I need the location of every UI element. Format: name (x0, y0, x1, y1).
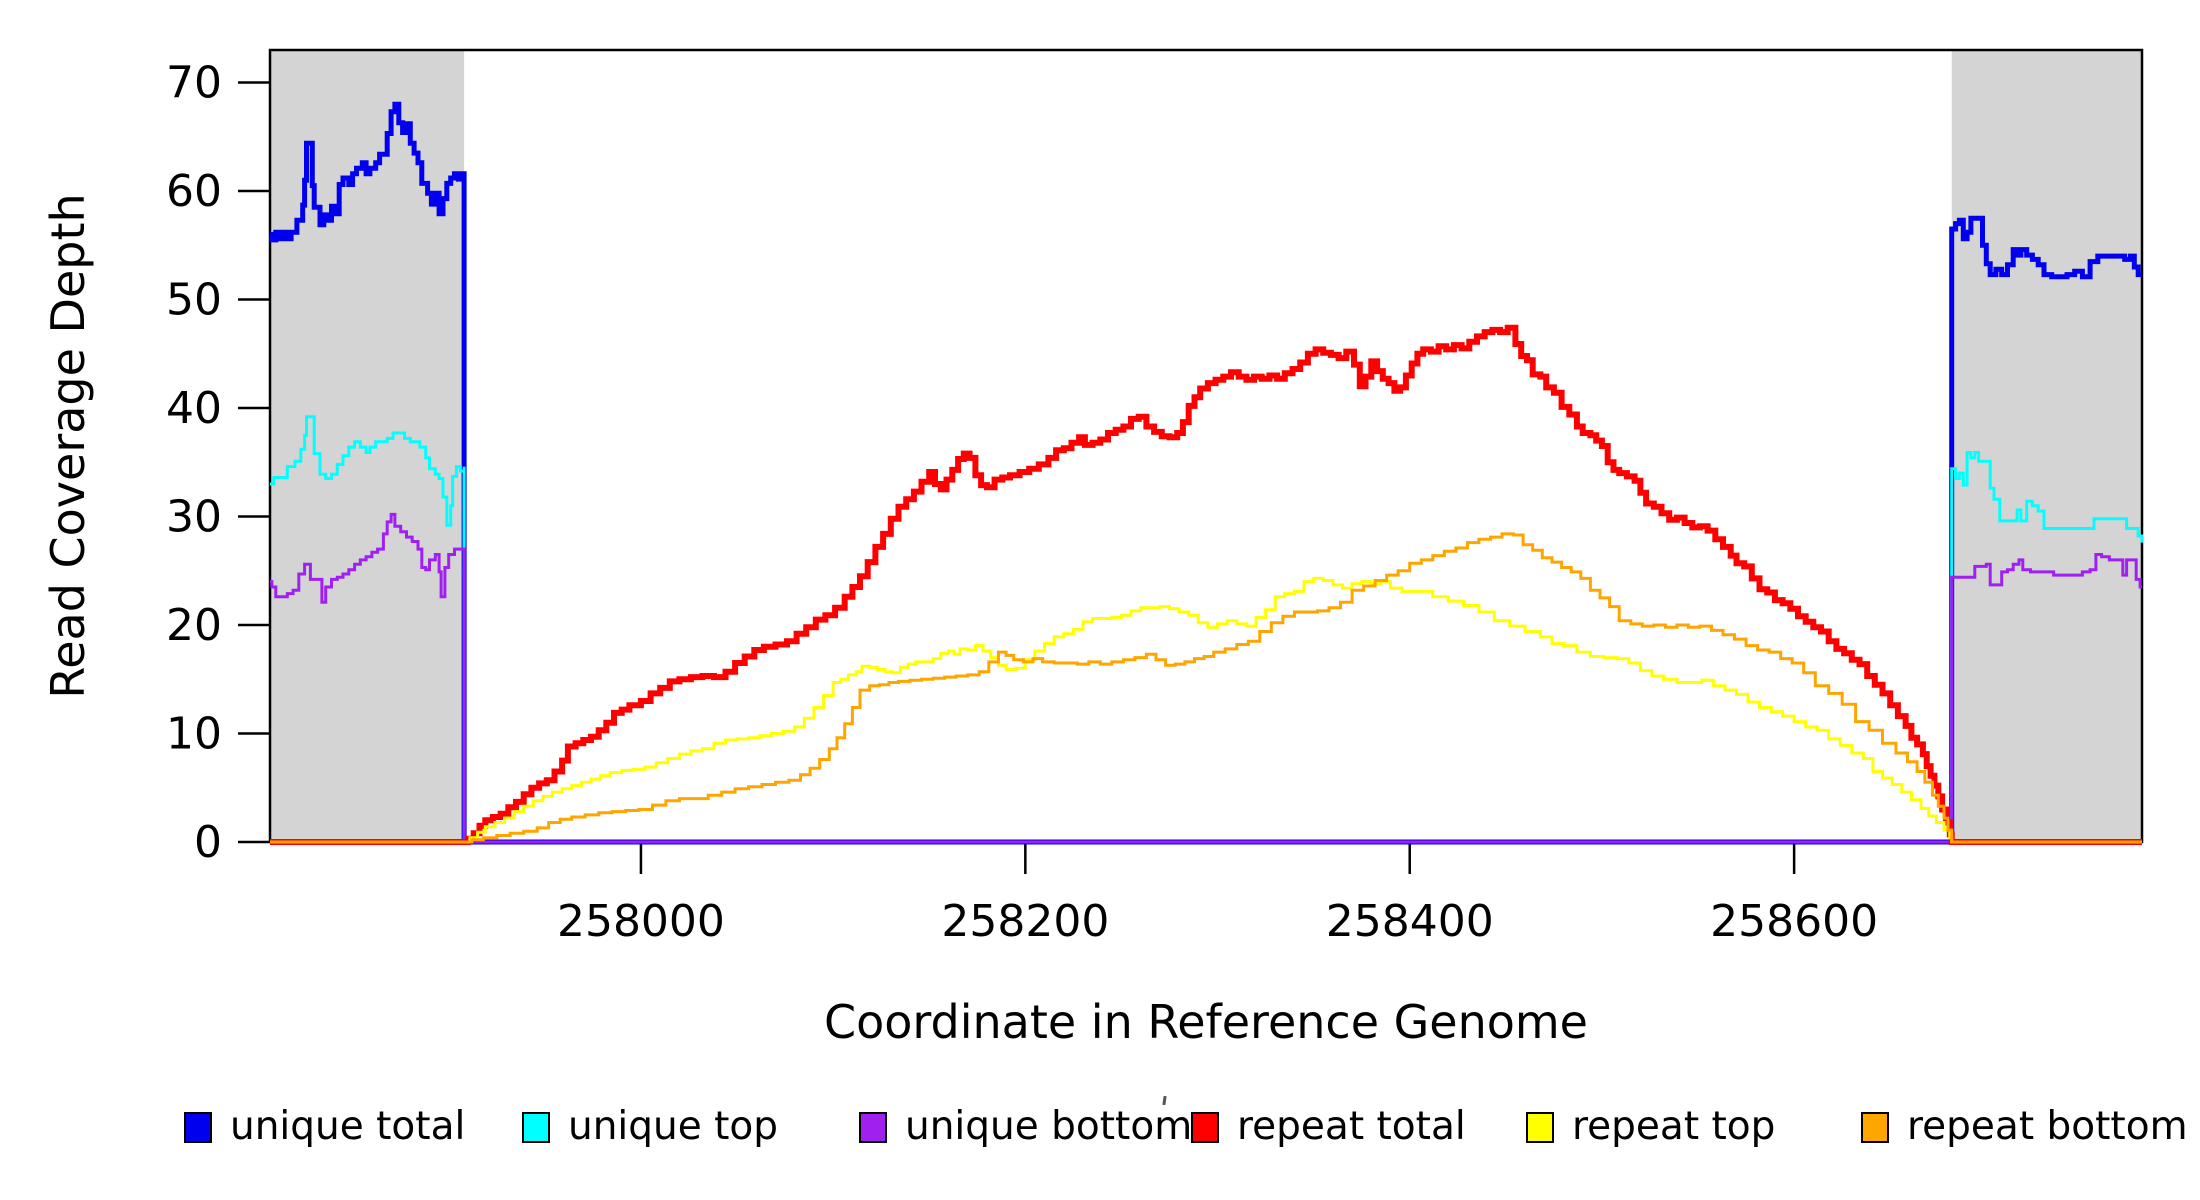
legend-item-unique-total: unique total (184, 1104, 466, 1149)
legend-label: unique total (230, 1104, 466, 1149)
legend-label: repeat total (1237, 1104, 1466, 1149)
y-tick-label: 50 (166, 275, 222, 326)
x-tick-label: 258400 (1326, 896, 1494, 947)
y-tick-label: 30 (166, 492, 222, 543)
legend-item-repeat-bottom: repeat bottom (1861, 1104, 2188, 1149)
legend-label: repeat top (1572, 1104, 1776, 1149)
series-unique-bottom (270, 512, 2142, 844)
x-tick-label: 258000 (557, 896, 725, 947)
legend-item-unique-bottom: unique bottom (859, 1104, 1193, 1149)
series-unique-top (270, 415, 2144, 844)
y-tick-label: 20 (166, 600, 222, 651)
legend-swatch-unique-bottom (859, 1111, 887, 1143)
legend-item-repeat-top: repeat top (1526, 1104, 1776, 1149)
series-repeat-bottom (270, 532, 2142, 844)
legend-swatch-repeat-bottom (1861, 1111, 1889, 1143)
series-repeat-total (270, 324, 2142, 845)
legend-swatch-unique-top (522, 1111, 550, 1143)
y-axis-title: Read Coverage Depth (41, 193, 95, 699)
legend-swatch-repeat-top (1526, 1111, 1554, 1143)
series-repeat-top (270, 576, 2142, 844)
series-unique-total (269, 101, 2142, 845)
y-tick-label: 0 (194, 817, 222, 868)
y-tick-label: 60 (166, 166, 222, 217)
x-tick-label: 258600 (1710, 896, 1878, 947)
legend-item-unique-top: unique top (522, 1104, 779, 1149)
x-axis-title: Coordinate in Reference Genome (824, 995, 1588, 1049)
legend-swatch-unique-total (184, 1111, 212, 1143)
legend-label: unique bottom (905, 1104, 1193, 1149)
y-tick-label: 40 (166, 383, 222, 434)
legend-label: unique top (568, 1104, 779, 1149)
legend-item-repeat-total: repeat total (1191, 1104, 1466, 1149)
legend-swatch-repeat-total (1191, 1111, 1219, 1143)
y-tick-label: 70 (166, 58, 222, 109)
x-tick-label: 258200 (941, 896, 1109, 947)
legend-label: repeat bottom (1907, 1104, 2188, 1149)
y-tick-label: 10 (166, 709, 222, 760)
shaded-region-right-flank (1951, 50, 2142, 842)
plot-border (268, 48, 2144, 844)
